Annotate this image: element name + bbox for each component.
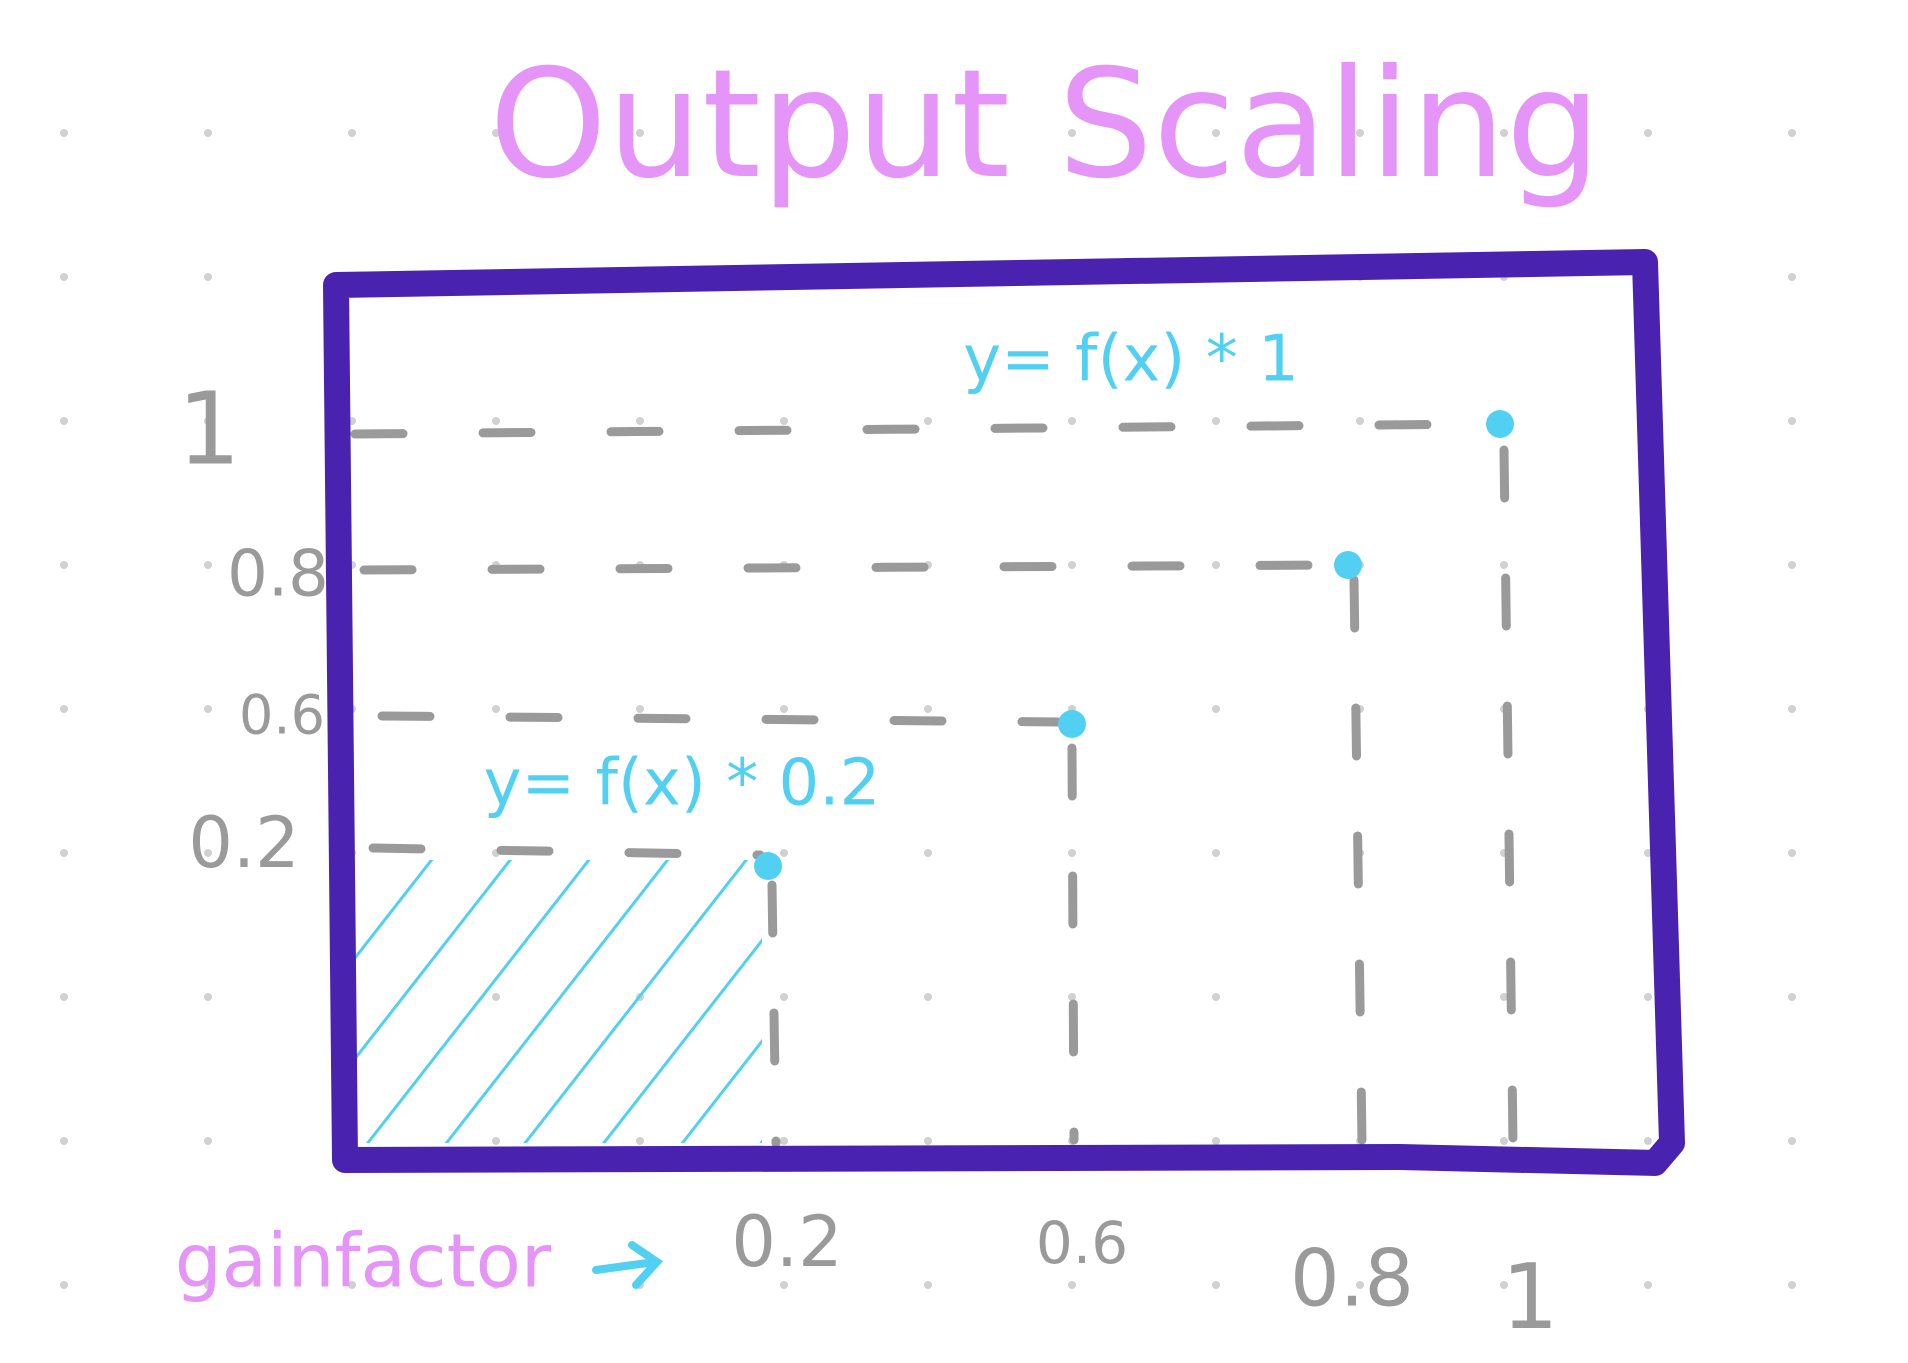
y-label: 0.2	[188, 802, 299, 884]
vguide-02	[767, 880, 781, 1148]
y-label: 0.8	[227, 538, 329, 612]
vguide-08	[1349, 575, 1367, 1148]
y-label: 1	[177, 370, 241, 487]
points	[754, 410, 1514, 880]
x-label: 0.8	[1290, 1234, 1414, 1324]
hatched-area	[356, 860, 762, 1143]
guide-1	[350, 419, 1495, 439]
point	[1486, 410, 1514, 438]
point	[754, 852, 782, 880]
guides	[350, 419, 1518, 1148]
x-axis-label: gainfactor	[175, 1219, 552, 1305]
x-label: 1	[1501, 1245, 1558, 1350]
arrow	[592, 1241, 664, 1289]
point	[1058, 710, 1086, 738]
frame	[323, 249, 1685, 1176]
annotation: y= f(x) * 1	[963, 323, 1299, 397]
title: Output Scaling	[489, 38, 1601, 212]
point	[1334, 551, 1362, 579]
x-label: 0.6	[1036, 1209, 1128, 1277]
annotation: y= f(x) * 0.2	[484, 747, 881, 821]
x-label: 0.2	[731, 1201, 842, 1283]
y-label: 0.6	[239, 684, 325, 747]
guide-08	[359, 560, 1345, 575]
